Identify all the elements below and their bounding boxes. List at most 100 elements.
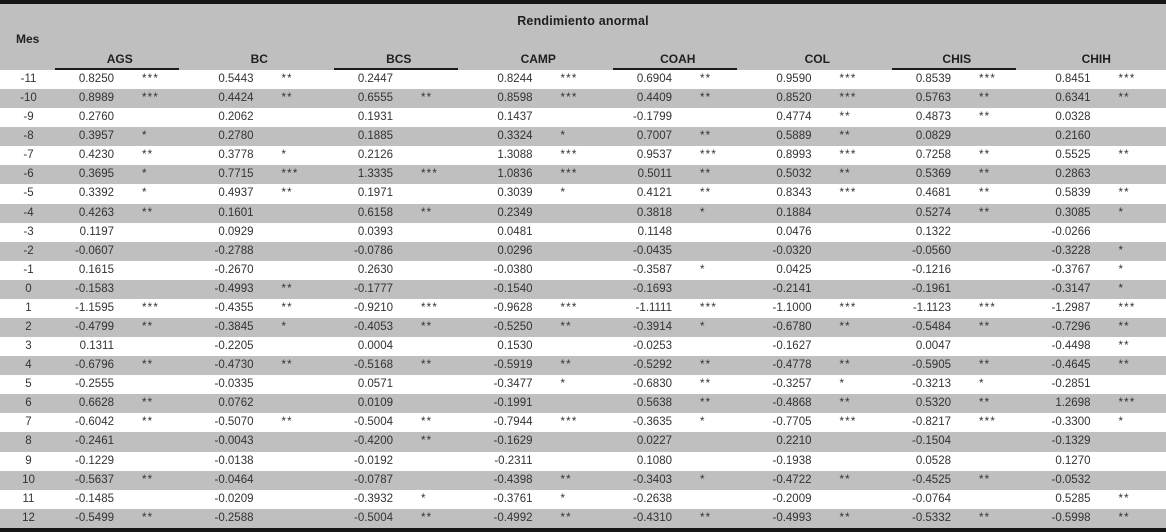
significance-cell-chis: ** xyxy=(979,397,991,410)
value-cell-camp: -0.4992 xyxy=(493,511,533,524)
value-cell-camp: 0.1530 xyxy=(497,340,533,353)
significance-cell-bc xyxy=(280,108,330,127)
value-cell-camp: 0.1437 xyxy=(497,111,533,124)
value-cell-col: -1.1000 xyxy=(772,301,812,314)
value-cell-chis: 0.5763 xyxy=(915,92,951,105)
significance-cell-col xyxy=(838,280,888,299)
significance-cell-bc: ** xyxy=(281,282,293,295)
mes-cell: 7 xyxy=(25,416,32,429)
significance-cell-chih xyxy=(1117,471,1166,490)
table-row: 7 -0.6042 ** -0.5070 ** -0.5004 ** -0.7944 *** -0… xyxy=(0,413,1166,432)
significance-cell-coah xyxy=(698,223,748,242)
significance-cell-chis: ** xyxy=(979,359,991,372)
significance-cell-coah xyxy=(698,432,748,451)
significance-cell-coah: ** xyxy=(700,92,712,105)
value-cell-camp: 0.8598 xyxy=(497,92,533,105)
value-cell-bcs: 0.1931 xyxy=(357,111,393,124)
mes-cell: -4 xyxy=(23,206,34,219)
value-cell-chih: -0.3228 xyxy=(1051,244,1091,257)
value-cell-camp: 0.8244 xyxy=(497,73,533,85)
value-cell-ags: 0.6628 xyxy=(78,397,114,410)
value-cell-col: 0.0476 xyxy=(776,225,812,238)
value-cell-col: -0.2009 xyxy=(772,492,812,505)
significance-cell-bc: ** xyxy=(281,359,293,372)
significance-cell-chih xyxy=(1117,375,1166,394)
significance-cell-col: ** xyxy=(839,130,851,143)
value-cell-chih: -0.0532 xyxy=(1051,473,1091,486)
significance-cell-coah xyxy=(698,337,748,356)
value-cell-camp: 0.0296 xyxy=(497,244,533,257)
significance-cell-chih: ** xyxy=(1118,187,1130,200)
significance-cell-col xyxy=(838,452,888,471)
significance-cell-chih: * xyxy=(1118,263,1125,276)
value-cell-chih: 0.5839 xyxy=(1055,187,1091,200)
significance-cell-col xyxy=(838,242,888,261)
value-cell-bc: 0.2780 xyxy=(218,130,254,143)
significance-cell-coah: ** xyxy=(700,187,712,200)
value-cell-chis: -0.1216 xyxy=(911,263,951,276)
value-cell-chih: -0.4498 xyxy=(1051,340,1091,353)
table-row: 8 -0.2461 -0.0043 -0.4200 ** -0.1629 0.0227 0.2… xyxy=(0,432,1166,452)
significance-cell-ags: ** xyxy=(142,149,154,162)
mes-cell: 0 xyxy=(25,282,32,295)
value-cell-chih: -0.5998 xyxy=(1051,511,1091,524)
value-cell-chis: 0.4873 xyxy=(915,111,951,124)
significance-cell-coah: ** xyxy=(700,168,712,181)
significance-cell-chih: ** xyxy=(1118,321,1130,334)
significance-cell-camp: *** xyxy=(560,149,578,162)
significance-cell-ags xyxy=(140,223,190,242)
value-cell-col: 0.5032 xyxy=(776,168,812,181)
significance-cell-ags xyxy=(140,280,190,299)
significance-cell-coah: ** xyxy=(700,511,712,524)
significance-cell-bcs: ** xyxy=(421,92,433,105)
column-header-label: AGS xyxy=(106,52,133,66)
value-cell-bcs: 0.0004 xyxy=(357,340,393,353)
table-row: 10 -0.5637 ** -0.0464 -0.0787 -0.4398 ** -0.340… xyxy=(0,470,1166,490)
value-cell-bcs: -0.0787 xyxy=(353,473,393,486)
value-cell-ags: -0.1485 xyxy=(74,492,114,505)
value-cell-bcs: -0.0192 xyxy=(353,454,393,467)
mes-cell: 5 xyxy=(25,378,32,391)
value-cell-ags: -0.4799 xyxy=(74,321,114,334)
table-row: 2 -0.4799 ** -0.3845 * -0.4053 ** -0.5250 ** -0.3… xyxy=(0,318,1166,338)
significance-cell-bc: ** xyxy=(281,416,293,429)
table-top-border xyxy=(0,0,1166,4)
column-underline xyxy=(55,68,179,70)
column-underline xyxy=(613,68,737,70)
value-cell-bcs: -0.5004 xyxy=(353,416,393,429)
value-cell-ags: 0.3392 xyxy=(78,187,114,200)
significance-cell-chih: * xyxy=(1118,206,1125,219)
value-cell-bc: -0.2205 xyxy=(214,340,254,353)
significance-cell-chis: *** xyxy=(979,301,997,314)
value-cell-ags: -0.1229 xyxy=(74,454,114,467)
value-cell-ags: 0.4230 xyxy=(78,149,114,162)
significance-cell-chis xyxy=(977,261,1027,280)
significance-cell-coah: *** xyxy=(700,301,718,314)
value-cell-bc: -0.4730 xyxy=(214,359,254,372)
significance-cell-col xyxy=(838,490,888,509)
value-cell-chis: 0.8539 xyxy=(915,73,951,85)
table-row: -6 0.3695 * 0.7715 *** 1.3335 *** 1.0836 *** 0.50… xyxy=(0,165,1166,185)
value-cell-chis: -0.4525 xyxy=(911,473,951,486)
significance-cell-bc xyxy=(280,242,330,261)
value-cell-bcs: 0.0571 xyxy=(357,378,393,391)
value-cell-coah: -1.1111 xyxy=(635,301,672,314)
significance-cell-coah: * xyxy=(700,473,706,486)
column-header-bcs: BCS xyxy=(329,52,469,70)
significance-cell-bcs xyxy=(419,394,469,413)
significance-cell-bc: * xyxy=(281,149,288,162)
significance-cell-bcs xyxy=(419,108,469,127)
significance-cell-camp xyxy=(559,242,609,261)
value-cell-ags: -0.2555 xyxy=(74,378,114,391)
mes-cell: -3 xyxy=(23,225,34,238)
significance-cell-camp xyxy=(559,280,609,299)
value-cell-chis: 0.0829 xyxy=(915,130,951,143)
significance-cell-chis: ** xyxy=(979,473,991,486)
significance-cell-chih: ** xyxy=(1118,492,1130,505)
value-cell-chih: 0.5525 xyxy=(1055,149,1091,162)
significance-cell-chih: ** xyxy=(1118,511,1130,524)
significance-cell-ags xyxy=(140,375,190,394)
value-cell-bcs: 0.6158 xyxy=(357,206,393,219)
mes-cell: 11 xyxy=(22,492,35,505)
value-cell-camp: -0.5250 xyxy=(493,321,533,334)
